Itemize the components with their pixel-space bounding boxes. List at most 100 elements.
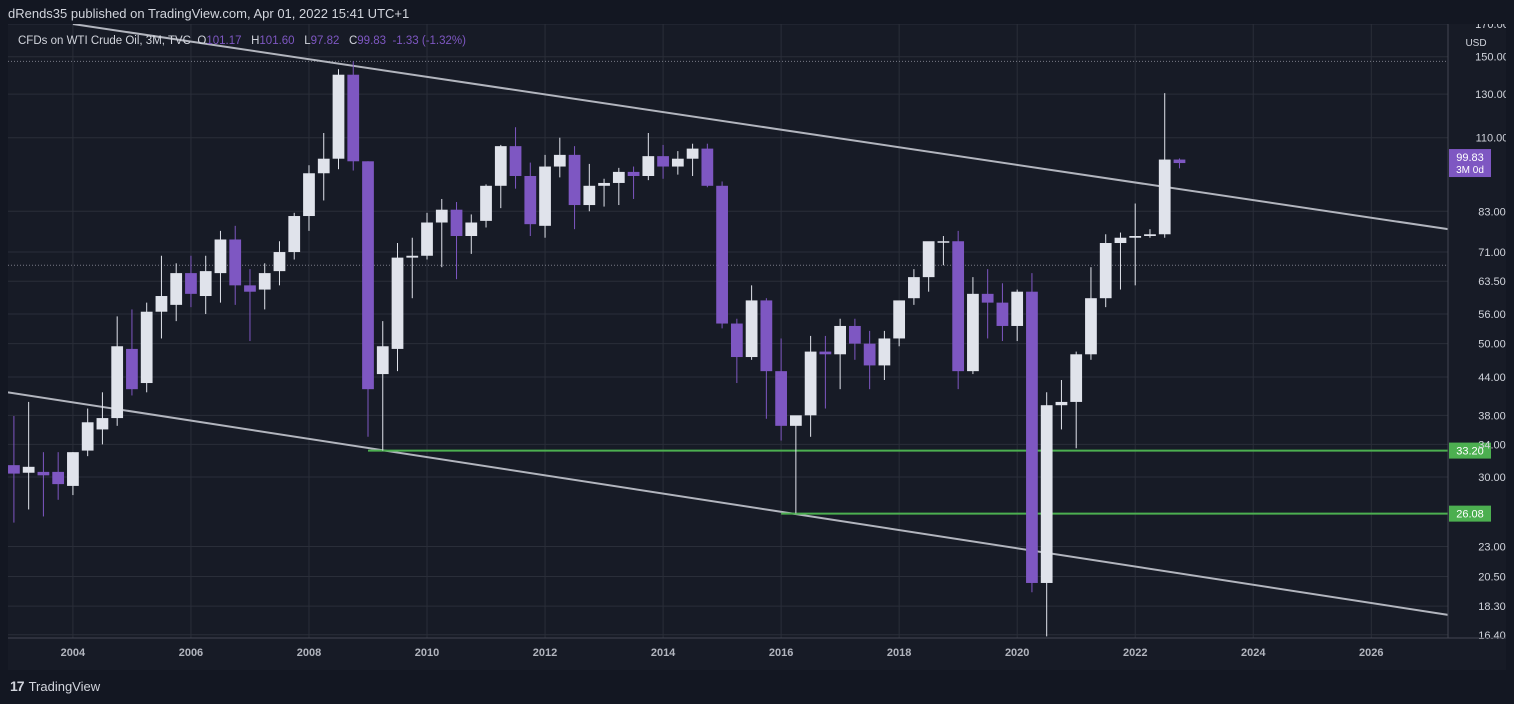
x-tick-label: 2024 — [1241, 647, 1266, 659]
y-tick-label: 44.00 — [1478, 372, 1506, 384]
legend-open-label: O — [197, 35, 207, 47]
candle-body — [214, 239, 227, 274]
candle-body — [22, 466, 35, 473]
y-tick-label: 20.50 — [1478, 572, 1506, 584]
candle-body — [627, 171, 640, 176]
candle-body — [1070, 354, 1083, 402]
candle-body — [671, 158, 684, 167]
x-tick-label: 2022 — [1123, 647, 1147, 659]
candle-body — [258, 273, 271, 290]
current-price-label: 99.83 — [1456, 152, 1484, 164]
legend-high: 101.60 — [259, 35, 295, 47]
candle-body — [140, 311, 153, 384]
candle-body — [1129, 235, 1142, 238]
currency-label: USD — [1465, 38, 1486, 49]
candle-body — [1085, 298, 1097, 355]
x-tick-label: 2010 — [415, 647, 439, 659]
candle-body — [657, 156, 669, 167]
candle-body — [539, 166, 551, 226]
candle-body — [908, 277, 920, 299]
footer-brand[interactable]: TradingView — [28, 678, 101, 694]
candle-body — [849, 325, 861, 344]
candle-body — [981, 293, 994, 303]
candle-body — [81, 422, 94, 451]
candle-body — [583, 185, 596, 206]
candle-body — [701, 148, 714, 186]
candle-body — [391, 257, 404, 349]
candle-body — [155, 296, 168, 312]
candle-body — [421, 222, 433, 256]
candle-body — [612, 171, 625, 183]
candle-body — [922, 241, 935, 278]
legend-open: 101.17 — [206, 35, 242, 47]
support-level-tag — [1449, 505, 1491, 522]
legend-low-label: L — [304, 35, 311, 47]
horizontal-levels: 33.20 26.08 — [368, 442, 1491, 522]
candle-body — [819, 351, 832, 355]
tradingview-logo-icon: 17 — [10, 678, 25, 694]
candle-body — [568, 154, 581, 206]
y-tick-label: 50.00 — [1478, 339, 1506, 351]
candle-body — [96, 418, 109, 430]
lower-support-trendline — [8, 391, 1449, 616]
candle-body — [317, 158, 330, 174]
candle-body — [244, 285, 256, 292]
candle-body — [435, 209, 448, 223]
current-price-tag — [1449, 149, 1491, 178]
candle-body — [745, 300, 758, 358]
candle-body — [730, 323, 743, 358]
candle-body — [332, 74, 345, 159]
y-tick-label: 71.00 — [1478, 247, 1506, 259]
y-tick-label: 30.00 — [1478, 472, 1506, 484]
candle-body — [67, 452, 79, 486]
candle-body — [775, 371, 787, 426]
candle-body — [52, 471, 65, 485]
legend-close-label: C — [348, 35, 358, 47]
axes: 2004 2006 2008 2010 2012 2014 2016 2018 2020 2022… — [8, 24, 1506, 659]
candle-body — [1055, 401, 1068, 406]
y-tick-label: 56.00 — [1478, 309, 1506, 321]
y-tick-label: 83.00 — [1478, 206, 1506, 218]
dotted-levels — [8, 60, 1448, 266]
x-tick-label: 2014 — [651, 647, 676, 659]
support-level-label: 26.08 — [1456, 509, 1484, 521]
x-tick-label: 2020 — [1005, 647, 1029, 659]
x-tick-label: 2018 — [887, 647, 911, 659]
y-tick-label: 130.00 — [1475, 89, 1506, 101]
candle-body — [273, 252, 286, 272]
candle-body — [362, 161, 374, 390]
candle-body — [288, 216, 301, 253]
price-chart[interactable]: 33.2026.08 2004 2006 2008 2010 2012 2014 2016 2… — [8, 24, 1506, 670]
candle-body — [1099, 243, 1112, 299]
footer: 17 TradingView — [10, 678, 100, 694]
candle-body — [1144, 234, 1156, 236]
candle-body — [524, 175, 537, 225]
legend-change: -1.33 (-1.32%) — [392, 35, 466, 47]
candle-body — [185, 273, 197, 294]
candle-body — [480, 185, 492, 221]
candle-body — [893, 300, 906, 339]
candle-body — [111, 346, 124, 419]
trendlines — [8, 24, 1449, 616]
candle-body — [1040, 405, 1053, 583]
y-tick-label: 170.00 — [1475, 24, 1506, 31]
x-tick-label: 2026 — [1359, 647, 1383, 659]
candle-body — [1011, 291, 1024, 326]
candle-body — [199, 271, 212, 297]
support-level-tag — [1449, 442, 1491, 459]
candle-body — [509, 146, 522, 176]
x-tick-label: 2016 — [769, 647, 793, 659]
candle-body — [1173, 159, 1186, 164]
candle-body — [450, 209, 463, 236]
candle-body — [303, 173, 315, 217]
x-tick-label: 2012 — [533, 647, 557, 659]
candle-body — [1026, 291, 1038, 583]
grid — [8, 24, 1448, 638]
y-tick-label: 16.40 — [1478, 630, 1506, 642]
legend-symbol: CFDs on WTI Crude Oil, 3M, TVC — [18, 35, 191, 47]
candle-body — [229, 239, 242, 286]
candle-body — [996, 302, 1009, 326]
candles — [8, 61, 1186, 637]
x-tick-label: 2008 — [297, 647, 321, 659]
y-tick-label: 38.00 — [1478, 410, 1506, 422]
